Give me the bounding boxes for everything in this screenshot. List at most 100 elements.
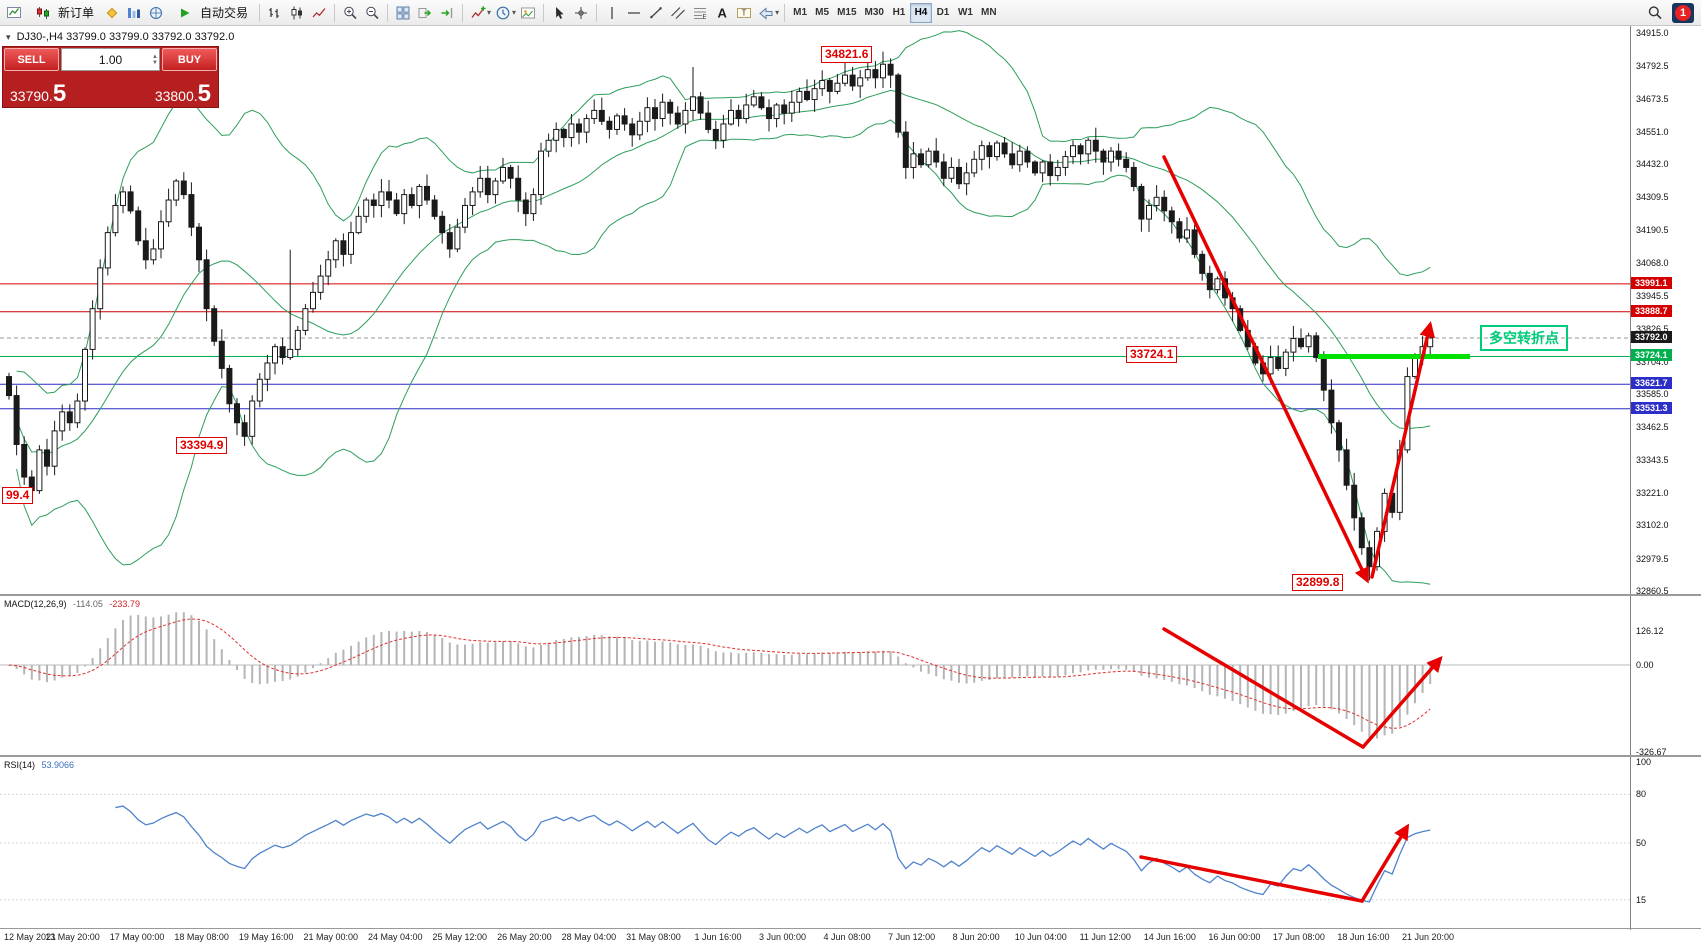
main-toolbar: 新订单 自动交易 ▾ ▾ F A T ▾ M1 M5 M15 M30 H1 H4 D1 W1 MN 1 — [0, 0, 1701, 26]
label-icon[interactable]: T — [733, 2, 755, 24]
turning-point-annotation[interactable]: 多空转折点 — [1480, 325, 1568, 351]
auto-scroll-icon[interactable] — [414, 2, 436, 24]
trader-hlines[interactable] — [0, 283, 1630, 410]
timeframe-button-W1[interactable]: W1 — [954, 3, 977, 23]
crosshair-icon[interactable] — [570, 2, 592, 24]
symbol-chart-icon[interactable] — [3, 2, 25, 24]
autotrade-button[interactable]: 自动交易 — [167, 2, 255, 24]
price-axis-label: 34551.0 — [1636, 126, 1669, 137]
chevron-down-icon[interactable]: ▾ — [487, 8, 492, 17]
one-click-collapse-icon[interactable]: ▾ — [6, 32, 11, 42]
new-order-button[interactable]: 新订单 — [25, 2, 101, 24]
search-icon[interactable] — [1644, 2, 1666, 24]
price-callout[interactable]: 33394.9 — [176, 437, 228, 454]
macd-chart[interactable] — [0, 596, 1630, 755]
macd-main-value: -114.05 — [73, 599, 103, 609]
autotrade-play-icon — [174, 2, 196, 24]
price-line-label: 33792.0 — [1631, 331, 1672, 343]
volume-value[interactable]: 1.00 — [98, 52, 123, 67]
price-axis-label: 34792.5 — [1636, 61, 1669, 72]
price-axis-label: 33462.5 — [1636, 422, 1669, 433]
price-axis-label: 34915.0 — [1636, 28, 1669, 38]
line-chart-icon[interactable] — [308, 2, 330, 24]
timeframe-button-M5[interactable]: M5 — [811, 3, 833, 23]
macd-axis-label: 126.12 — [1636, 626, 1664, 637]
channel-icon[interactable] — [667, 2, 689, 24]
notifications-button[interactable]: 1 — [1672, 2, 1694, 23]
timeframe-button-D1[interactable]: D1 — [932, 3, 954, 23]
trendline-icon[interactable] — [645, 2, 667, 24]
buy-price: 33800.5 — [154, 80, 211, 107]
volume-stepper[interactable]: 1.00 ▲ ▼ — [61, 48, 160, 71]
timeframe-button-M30[interactable]: M30 — [861, 3, 888, 23]
macd-axis-label: 0.00 — [1636, 660, 1654, 670]
price-axis[interactable]: 34915.0 34792.5 34673.5 34551.0 34432.0 34309… — [1631, 26, 1701, 944]
time-axis-label: 18 Jun 16:00 — [1337, 932, 1390, 942]
chart-title: ▾ DJ30-,H4 33799.0 33799.0 33792.0 33792… — [6, 31, 234, 43]
macd-indicator-label: MACD(12,26,9) -114.05 -233.79 — [4, 599, 140, 609]
toolbar-separator — [334, 3, 336, 22]
time-axis-label: 21 Jun 20:00 — [1401, 932, 1455, 942]
cursor-icon[interactable] — [548, 2, 570, 24]
timeframe-button-M15[interactable]: M15 — [833, 3, 860, 23]
rsi-line — [115, 805, 1431, 903]
candles[interactable] — [6, 51, 1434, 581]
time-axis-label: 7 Jun 12:00 — [888, 932, 936, 942]
volume-spin-buttons[interactable]: ▲ ▼ — [152, 53, 158, 66]
indicators-icon[interactable] — [467, 2, 489, 24]
time-axis[interactable]: 12 May 2021 13 May 20:00 17 May 00:00 18 Ma… — [0, 930, 1701, 944]
templates-icon[interactable] — [517, 2, 539, 24]
time-axis-label: 13 May 20:00 — [45, 932, 100, 942]
metaeditor-icon[interactable] — [101, 2, 123, 24]
toolbar-separator — [596, 3, 598, 22]
price-callout[interactable]: 34821.6 — [821, 46, 873, 63]
candlestick-chart[interactable] — [0, 26, 1630, 594]
market-depth-icon[interactable] — [123, 2, 145, 24]
panel-divider[interactable] — [0, 755, 1701, 757]
svg-text:F: F — [703, 13, 707, 20]
price-callout[interactable]: 33724.1 — [1126, 346, 1178, 363]
candle-chart-icon[interactable] — [286, 2, 308, 24]
price-line-label: 33531.3 — [1631, 401, 1672, 414]
fibonacci-icon[interactable]: F — [689, 2, 711, 24]
tile-windows-icon[interactable] — [392, 2, 414, 24]
bar-chart-icon[interactable] — [264, 2, 286, 24]
horizontal-line-icon[interactable] — [623, 2, 645, 24]
price-axis-label: 33343.5 — [1636, 454, 1669, 465]
time-axis-label: 17 May 00:00 — [109, 932, 165, 942]
main-chart-panel[interactable] — [0, 26, 1630, 594]
autotrade-button-label: 自动交易 — [200, 6, 249, 20]
time-axis-label: 18 May 08:00 — [174, 932, 229, 942]
timeframe-button-M1[interactable]: M1 — [789, 3, 811, 23]
macd-name: MACD(12,26,9) — [4, 599, 67, 609]
rsi-panel[interactable] — [0, 757, 1630, 929]
timeframe-button-H1[interactable]: H1 — [888, 3, 910, 23]
zoom-out-icon[interactable] — [361, 2, 383, 24]
rsi-indicator-label: RSI(14) 53.9066 — [4, 760, 74, 770]
text-icon[interactable]: A — [711, 2, 733, 24]
time-axis-label: 24 May 04:00 — [367, 932, 423, 942]
buy-button[interactable]: BUY — [162, 48, 217, 71]
chart-shift-icon[interactable] — [436, 2, 458, 24]
sell-button[interactable]: SELL — [4, 48, 59, 71]
price-callout[interactable]: 99.4 — [2, 487, 34, 504]
shapes-icon[interactable] — [755, 2, 777, 24]
zoom-in-icon[interactable] — [339, 2, 361, 24]
time-axis-label: 31 May 08:00 — [626, 932, 681, 942]
panel-divider[interactable] — [0, 594, 1701, 596]
vertical-line-icon[interactable] — [601, 2, 623, 24]
chevron-down-icon[interactable]: ▾ — [775, 8, 780, 17]
timeframe-button-H4[interactable]: H4 — [909, 2, 932, 23]
time-axis-label: 8 Jun 20:00 — [952, 932, 1000, 942]
timeframe-button-MN[interactable]: MN — [977, 3, 1001, 23]
time-axis-label: 26 May 20:00 — [497, 932, 552, 942]
chevron-down-icon[interactable]: ▾ — [512, 8, 517, 17]
price-axis-label: 33221.0 — [1636, 488, 1669, 499]
rsi-chart[interactable] — [0, 757, 1630, 929]
macd-panel[interactable] — [0, 596, 1630, 755]
periods-icon[interactable] — [492, 2, 514, 24]
algo-trading-icon[interactable] — [145, 2, 167, 24]
macd-axis-label: -326.67 — [1636, 747, 1667, 758]
price-callout[interactable]: 32899.8 — [1292, 574, 1344, 591]
rsi-axis-label: 50 — [1636, 838, 1647, 848]
